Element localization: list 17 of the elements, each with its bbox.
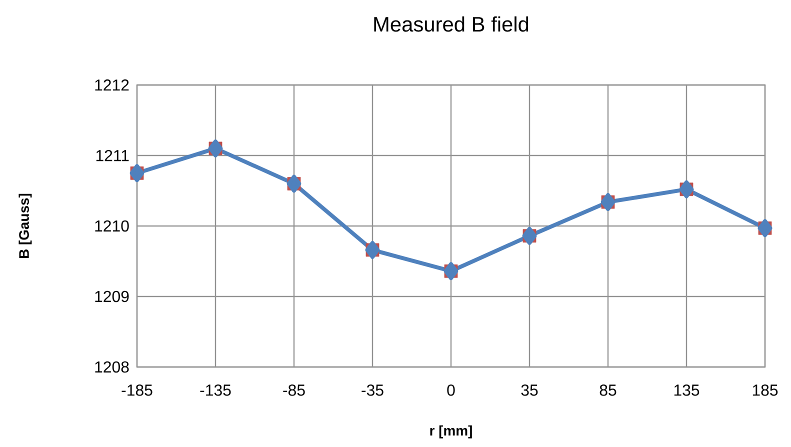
x-tick-label: 135: [674, 384, 700, 396]
x-tick-label: 185: [752, 384, 778, 396]
x-axis-title: r [mm]: [430, 425, 472, 438]
x-tick-label: -135: [200, 384, 231, 396]
y-tick-label: 1211: [96, 150, 129, 162]
chart-title: Measured B field: [374, 16, 528, 32]
y-axis-title: B [Gauss]: [18, 194, 32, 258]
x-tick-label: -35: [362, 384, 384, 396]
y-tick-label: 1210: [95, 220, 129, 232]
y-tick-label: 1208: [95, 361, 129, 373]
y-tick-label: 1212: [95, 79, 129, 91]
y-tick-label: 1209: [95, 290, 129, 302]
x-tick-label: 85: [600, 384, 616, 396]
x-tick-label: 0: [447, 384, 455, 396]
x-tick-label: -185: [122, 384, 152, 396]
x-tick-label: -85: [283, 384, 305, 396]
x-tick-label: 35: [521, 384, 538, 396]
